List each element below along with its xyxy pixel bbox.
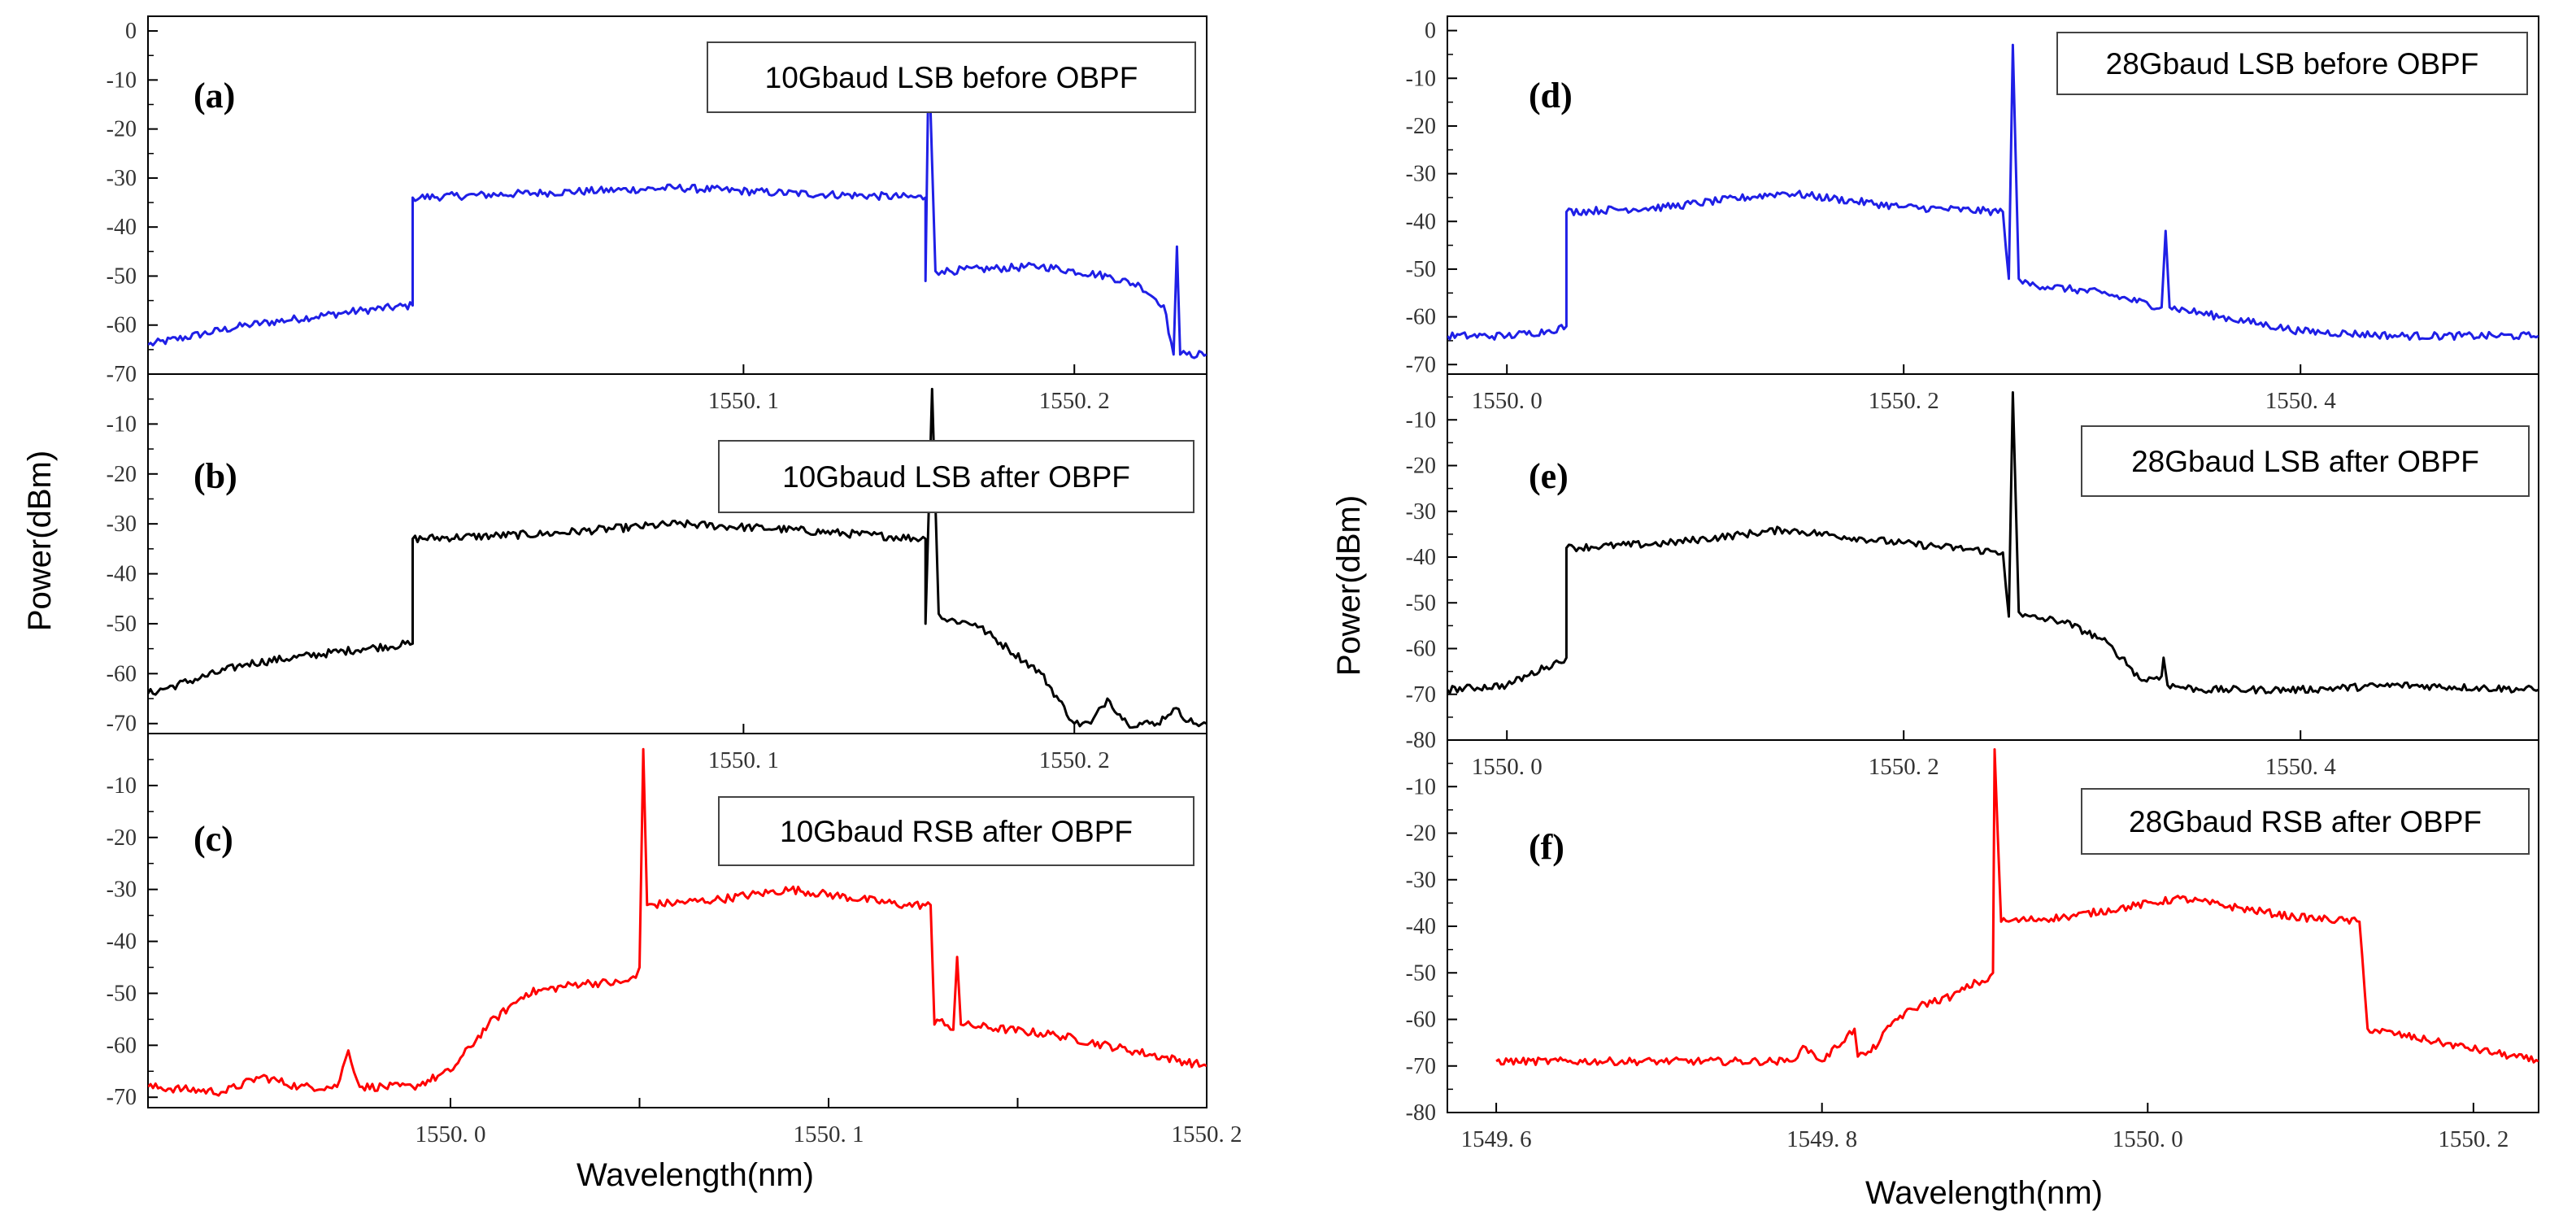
panel-tag-a: (a): [194, 76, 235, 115]
y-tick-label-b-2: -30: [107, 512, 137, 537]
y-tick-label-b-4: -50: [107, 612, 137, 637]
y-tick-label-b-6: -70: [107, 712, 137, 737]
y-tick-label-d-6: -60: [1406, 305, 1436, 330]
y-tick-label-c-3: -40: [107, 930, 137, 955]
panel-c: -10 -20 -30 -40 -50 -60 -70 1550. 0 1550. 1 1550.…: [107, 733, 1242, 1147]
panel-d: 0 -10 -20 -30 -40 -50 -60 -70 1550. 0 1550. 2 1550…: [1406, 15, 2539, 414]
y-tick-label-a-3: -30: [107, 166, 137, 191]
spectrum-trace-b: [148, 387, 1207, 729]
x-tick-label-c-0: 1550. 0: [416, 1121, 486, 1147]
x-tick-label-c-4: 1550. 2: [1172, 1121, 1242, 1147]
x-tick-label-d-2: 1550. 4: [2265, 388, 2337, 414]
right-y-axis-title: Power(dBm): [1331, 495, 1367, 676]
spectrum-trace-e: [1447, 391, 2539, 695]
panel-a: 0 -10 -20 -30 -40 -50 -60 -70 1550. 1 1550. 2 (a) 1…: [107, 15, 1208, 414]
y-tick-label-f-6: -70: [1406, 1054, 1436, 1079]
plot-frame-c: [147, 733, 1208, 1108]
y-tick-label-e-3: -40: [1406, 545, 1436, 570]
legend-text-d: 28Gbaud LSB before OBPF: [2106, 47, 2479, 81]
y-tick-label-d-1: -10: [1406, 66, 1436, 91]
y-tick-label-b-0: -10: [107, 412, 137, 437]
spectrum-trace-f: [1495, 748, 2539, 1067]
y-tick-label-a-5: -50: [107, 263, 137, 289]
legend-text-e: 28Gbaud LSB after OBPF: [2131, 445, 2479, 478]
y-tick-label-f-4: -50: [1406, 960, 1436, 986]
y-tick-label-a-0: 0: [125, 19, 137, 44]
y-tick-label-f-7: -80: [1406, 1100, 1436, 1126]
y-tick-label-f-3: -40: [1406, 914, 1436, 939]
y-tick-label-b-5: -60: [107, 661, 137, 686]
y-tick-label-d-2: -20: [1406, 114, 1436, 139]
y-tick-label-c-5: -60: [107, 1033, 137, 1058]
y-tick-label-e-0: -10: [1406, 407, 1436, 433]
panel-e: -10 -20 -30 -40 -50 -60 -70 -80 1550. 0 1550. 2 15…: [1406, 373, 2539, 780]
x-tick-label-d-1: 1550. 2: [1869, 388, 1939, 414]
y-tick-label-c-1: -20: [107, 825, 137, 851]
y-tick-label-e-7: -80: [1406, 728, 1436, 753]
spectrum-trace-d: [1447, 43, 2539, 342]
x-tick-label-a-1: 1550. 2: [1039, 388, 1110, 414]
y-tick-label-c-4: -50: [107, 981, 137, 1006]
panel-tag-c: (c): [194, 819, 233, 859]
x-tick-label-a-0: 1550. 1: [708, 388, 779, 414]
y-tick-label-c-0: -10: [107, 773, 137, 799]
x-tick-label-d-0: 1550. 0: [1472, 388, 1543, 414]
legend-text-b: 10Gbaud LSB after OBPF: [782, 460, 1130, 494]
y-tick-label-d-3: -30: [1406, 162, 1436, 187]
y-tick-label-e-1: -20: [1406, 454, 1436, 479]
panel-tag-d: (d): [1529, 76, 1573, 115]
legend-text-a: 10Gbaud LSB before OBPF: [765, 61, 1138, 94]
spectrum-trace-c: [148, 747, 1207, 1097]
legend-box-a: [707, 41, 1196, 113]
y-tick-label-d-0: 0: [1425, 19, 1436, 44]
y-tick-label-c-6: -70: [107, 1085, 137, 1110]
y-tick-label-d-4: -40: [1406, 209, 1436, 234]
x-tick-label-b-0: 1550. 1: [708, 747, 779, 773]
y-tick-label-e-4: -50: [1406, 590, 1436, 616]
y-tick-label-f-1: -20: [1406, 821, 1436, 847]
y-tick-label-b-1: -20: [107, 462, 137, 487]
legend-text-c: 10Gbaud RSB after OBPF: [780, 815, 1133, 848]
y-tick-label-b-3: -40: [107, 562, 137, 587]
panel-tag-b: (b): [194, 456, 237, 496]
x-tick-label-c-2: 1550. 1: [794, 1121, 864, 1147]
y-tick-label-f-0: -10: [1406, 774, 1436, 799]
x-tick-label-f-0: 1549. 6: [1461, 1126, 1532, 1152]
left-x-axis-title: Wavelength(nm): [577, 1157, 814, 1193]
panel-f: -10 -20 -30 -40 -50 -60 -70 -80 1549. 6 1549. 8 15…: [1406, 739, 2539, 1152]
y-tick-label-d-7: -70: [1406, 352, 1436, 377]
y-tick-label-a-7: -70: [107, 362, 137, 387]
legend-box-d: [2056, 32, 2528, 95]
spectrum-trace-a: [148, 49, 1207, 359]
panel-tag-e: (e): [1529, 456, 1569, 496]
left-y-axis-title: Power(dBm): [22, 451, 58, 631]
legend-box-e: [2081, 425, 2530, 497]
legend-box-b: [718, 440, 1194, 513]
y-tick-label-a-2: -20: [107, 117, 137, 142]
x-tick-label-e-1: 1550. 2: [1869, 754, 1939, 780]
right-x-axis-title: Wavelength(nm): [1865, 1175, 2103, 1211]
legend-box-c: [718, 796, 1194, 866]
y-tick-label-a-6: -60: [107, 313, 137, 338]
x-tick-label-f-1: 1549. 8: [1786, 1126, 1857, 1152]
legend-text-f: 28Gbaud RSB after OBPF: [2129, 805, 2482, 838]
x-tick-label-f-2: 1550. 0: [2113, 1126, 2183, 1152]
x-tick-label-f-3: 1550. 2: [2438, 1126, 2509, 1152]
y-tick-label-e-5: -60: [1406, 637, 1436, 662]
y-tick-label-f-5: -60: [1406, 1008, 1436, 1033]
x-tick-label-e-2: 1550. 4: [2265, 754, 2337, 780]
y-tick-label-f-2: -30: [1406, 868, 1436, 893]
y-tick-label-c-2: -30: [107, 877, 137, 903]
x-tick-label-e-0: 1550. 0: [1472, 754, 1543, 780]
panel-tag-f: (f): [1529, 827, 1564, 867]
panel-b: -10 -20 -30 -40 -50 -60 -70 1550. 1 1550. 2 (b) 10…: [107, 373, 1208, 773]
x-tick-label-b-1: 1550. 2: [1039, 747, 1110, 773]
y-tick-label-e-6: -70: [1406, 682, 1436, 708]
y-tick-label-a-4: -40: [107, 215, 137, 240]
y-tick-label-e-2: -30: [1406, 499, 1436, 525]
legend-box-f: [2081, 788, 2530, 855]
y-tick-label-a-1: -10: [107, 67, 137, 93]
y-tick-label-d-5: -50: [1406, 257, 1436, 282]
